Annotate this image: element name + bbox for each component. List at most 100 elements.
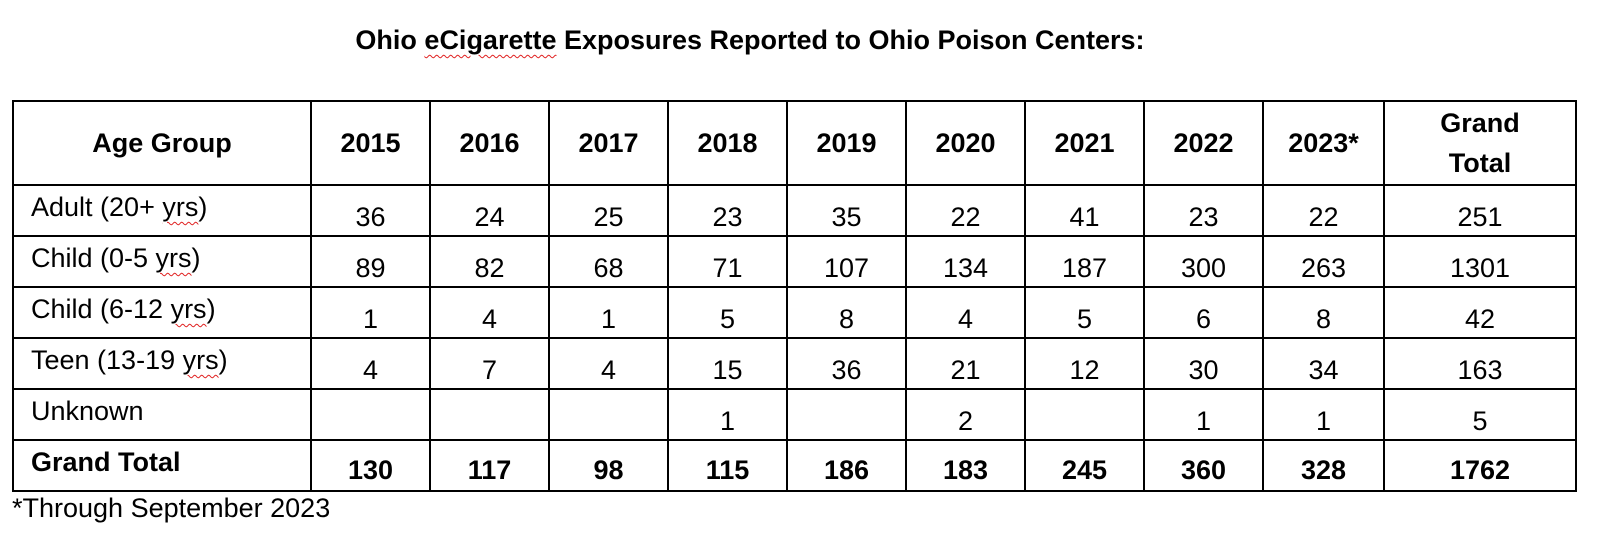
row-label: Child (0-5 yrs) [12,235,312,288]
header-cell: 2023* [1262,100,1385,186]
table-cell: 71 [667,235,788,288]
table-cell: 8 [786,286,907,339]
table-cell [786,388,907,441]
table-row: Unknown 1 2 1 1 5 [12,388,1577,441]
table-cell: 12 [1024,337,1145,390]
table-cell: 1 [310,286,431,339]
row-label-text: Child (0-5 [31,243,156,273]
table-cell: 42 [1383,286,1577,339]
table-cell: 1 [667,388,788,441]
table-cell [429,388,550,441]
row-label-squiggle[interactable]: yrs [170,294,207,324]
row-label-squiggle[interactable]: yrs [182,345,219,375]
table-cell: 5 [667,286,788,339]
table-cell: 5 [1024,286,1145,339]
table-cell: 68 [548,235,669,288]
table-cell: 251 [1383,184,1577,237]
row-label: Child (6-12 yrs) [12,286,312,339]
table-cell: 8 [1262,286,1385,339]
header-cell: 2022 [1143,100,1264,186]
table-cell: 4 [905,286,1026,339]
document-title: Ohio eCigarette Exposures Reported to Oh… [0,22,1500,58]
table-cell: 82 [429,235,550,288]
header-cell: 2019 [786,100,907,186]
header-cell: 2016 [429,100,550,186]
table-row: Child (6-12 yrs) 1 4 1 5 8 4 5 6 8 42 [12,286,1577,339]
grand-total-cell: 186 [786,439,907,492]
table-cell: 1 [1262,388,1385,441]
table-cell: 4 [548,337,669,390]
grand-total-cell: 183 [905,439,1026,492]
row-label-tail: ) [198,192,208,222]
table-row: Child (0-5 yrs) 89 82 68 71 107 134 187 300 263 13… [12,235,1577,288]
table-cell: 1301 [1383,235,1577,288]
grand-total-cell: 115 [667,439,788,492]
exposures-table: Age Group 2015 2016 2017 2018 2019 2020 … [12,100,1577,492]
row-label-text: Unknown [31,396,144,426]
row-label: Unknown [12,388,312,441]
table-cell: 23 [667,184,788,237]
table-cell: 6 [1143,286,1264,339]
table-cell [548,388,669,441]
table-cell: 35 [786,184,907,237]
table-cell: 36 [310,184,431,237]
table-cell: 22 [905,184,1026,237]
row-label-tail: ) [218,345,228,375]
table-cell: 2 [905,388,1026,441]
table-cell: 7 [429,337,550,390]
table-cell: 134 [905,235,1026,288]
grand-total-cell: 117 [429,439,550,492]
grand-total-label: Grand Total [12,439,312,492]
table-row: Adult (20+ yrs) 36 24 25 23 35 22 41 23 22 251 [12,184,1577,237]
table-cell: 25 [548,184,669,237]
row-label-tail: ) [206,294,216,324]
table-cell: 89 [310,235,431,288]
row-label-text: Adult (20+ [31,192,163,222]
table-cell: 5 [1383,388,1577,441]
table-cell: 4 [310,337,431,390]
table-cell: 1 [548,286,669,339]
grand-total-cell: 98 [548,439,669,492]
table-cell: 107 [786,235,907,288]
title-squiggle-word[interactable]: eCigarette [424,25,557,55]
table-cell: 1 [1143,388,1264,441]
row-label: Teen (13-19 yrs) [12,337,312,390]
title-suffix: Exposures Reported to Ohio Poison Center… [556,25,1145,55]
row-label-text: Teen (13-19 [31,345,183,375]
table-cell: 30 [1143,337,1264,390]
grand-total-cell: 1762 [1383,439,1577,492]
row-label-squiggle[interactable]: yrs [162,192,199,222]
header-cell-grand-total: Grand Total [1383,100,1577,186]
table-cell: 187 [1024,235,1145,288]
table-cell: 4 [429,286,550,339]
header-cell: 2021 [1024,100,1145,186]
table-cell: 300 [1143,235,1264,288]
header-cell: 2018 [667,100,788,186]
grand-total-row: Grand Total 130 117 98 115 186 183 245 360 328 176… [12,439,1577,492]
table-cell: 41 [1024,184,1145,237]
grand-total-cell: 360 [1143,439,1264,492]
table-cell: 21 [905,337,1026,390]
table-cell: 163 [1383,337,1577,390]
table-cell [1024,388,1145,441]
row-label-tail: ) [191,243,201,273]
row-label-text: Child (6-12 [31,294,171,324]
table-cell: 36 [786,337,907,390]
table-cell: 24 [429,184,550,237]
table-body: Adult (20+ yrs) 36 24 25 23 35 22 41 23 22 251 Chil… [12,184,1577,492]
table-cell: 22 [1262,184,1385,237]
table-cell: 34 [1262,337,1385,390]
header-cell: Age Group [12,100,312,186]
table-cell: 15 [667,337,788,390]
row-label-squiggle[interactable]: yrs [155,243,192,273]
header-cell: 2015 [310,100,431,186]
table-cell: 263 [1262,235,1385,288]
grand-total-cell: 245 [1024,439,1145,492]
grand-total-cell: 130 [310,439,431,492]
row-label: Adult (20+ yrs) [12,184,312,237]
table-cell [310,388,431,441]
grand-total-cell: 328 [1262,439,1385,492]
footnote: *Through September 2023 [12,493,331,523]
header-cell: 2017 [548,100,669,186]
title-prefix: Ohio [355,25,425,55]
